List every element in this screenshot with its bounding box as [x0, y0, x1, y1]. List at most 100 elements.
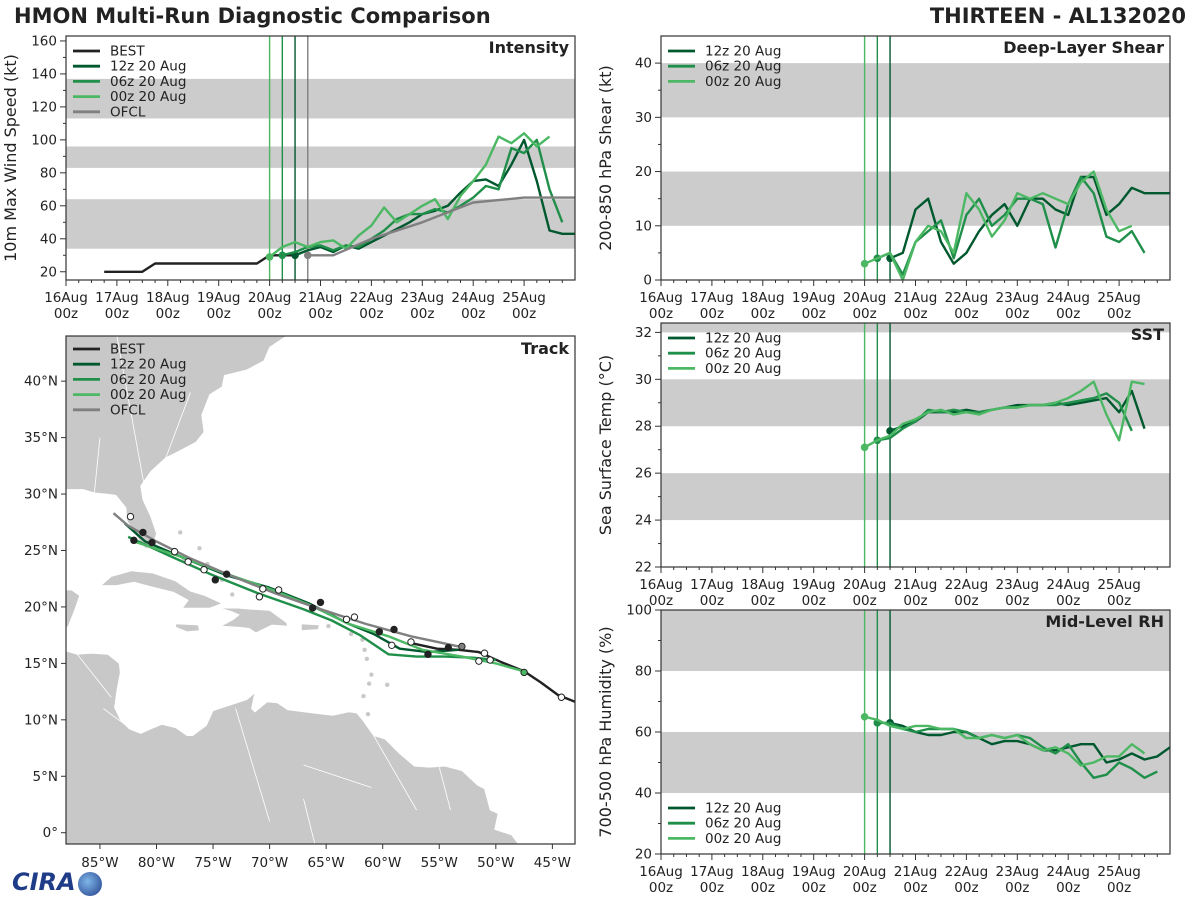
- rh-xtick-sublabel: 00z: [954, 880, 978, 896]
- intensity-ytick-label: 80: [40, 165, 57, 181]
- track-position-marker: [139, 528, 147, 537]
- track-legend-entry: OFCL: [110, 402, 146, 418]
- track-position-marker: [255, 593, 264, 601]
- rh-xtick-label: 19Aug: [792, 864, 836, 880]
- track-position-marker: [316, 598, 325, 607]
- intensity-plot-area: [66, 36, 575, 280]
- track-xtick-label: 75°W: [194, 855, 231, 871]
- track-position-marker: [222, 570, 231, 578]
- sst-xtick-sublabel: 00z: [1107, 593, 1131, 609]
- intensity-threshold-band: [66, 78, 575, 119]
- intensity-threshold-band: [66, 199, 575, 249]
- intensity-xtick-sublabel: 00z: [410, 306, 434, 322]
- track-position-marker: [211, 576, 220, 584]
- island-land: [365, 711, 371, 717]
- rh-legend-entry: 00z 20 Aug: [705, 831, 781, 847]
- rh-ytick-label: 80: [635, 664, 652, 680]
- shear-xtick-label: 20Aug: [843, 290, 887, 306]
- shear-xtick-sublabel: 00z: [802, 306, 826, 322]
- track-position-marker: [130, 536, 138, 545]
- intensity-xtick-sublabel: 00z: [359, 306, 383, 322]
- shear-xtick-label: 23Aug: [996, 290, 1040, 306]
- intensity-xtick-label: 24Aug: [451, 290, 495, 306]
- shear-xtick-sublabel: 00z: [852, 306, 876, 322]
- shear-title: Deep-Layer Shear: [1003, 38, 1164, 57]
- intensity-series-best: [104, 254, 296, 273]
- shear-legend-entry: 06z 20 Aug: [705, 59, 781, 75]
- shear-ylabel: 200-850 hPa Shear (kt): [596, 65, 615, 251]
- track-position-marker: [200, 565, 208, 574]
- track-position-marker: [458, 642, 466, 651]
- shear-xtick-sublabel: 00z: [649, 306, 673, 322]
- border-line: [88, 437, 101, 551]
- rh-xtick-label: 25Aug: [1097, 864, 1141, 880]
- intensity-xtick-sublabel: 00z: [105, 306, 129, 322]
- shear-xtick-label: 21Aug: [894, 290, 938, 306]
- sst-threshold-band: [661, 323, 1170, 333]
- track-position-marker: [557, 693, 566, 701]
- rh-plot-area: [661, 610, 1170, 854]
- island-land: [325, 623, 332, 629]
- track-position-marker: [486, 656, 494, 664]
- track-position-marker: [259, 585, 267, 593]
- sst-xtick-label: 18Aug: [741, 577, 785, 593]
- intensity-xtick-sublabel: 00z: [512, 306, 536, 322]
- intensity-xtick-sublabel: 00z: [257, 306, 281, 322]
- track-series-best: [410, 641, 575, 703]
- intensity-xtick-sublabel: 00z: [461, 306, 485, 322]
- sst-xtick-label: 25Aug: [1097, 577, 1141, 593]
- sst-xtick-sublabel: 00z: [903, 593, 927, 609]
- intensity-ytick-label: 60: [40, 198, 57, 214]
- intensity-xtick-sublabel: 00z: [308, 306, 332, 322]
- shear-series-run00: [864, 170, 1133, 280]
- sst-xtick-sublabel: 00z: [802, 593, 826, 609]
- hispaniola-land: [219, 607, 289, 634]
- intensity-legend-entry: 12z 20 Aug: [110, 59, 186, 75]
- rh-ylabel: 700-500 hPa Humidity (%): [596, 626, 615, 837]
- track-legend-entry: BEST: [110, 342, 145, 358]
- page-title: HMON Multi-Run Diagnostic Comparison: [14, 4, 491, 28]
- track-position-marker: [148, 538, 156, 547]
- rh-xtick-label: 18Aug: [741, 864, 785, 880]
- border-line: [438, 767, 451, 811]
- sst-xtick-label: 20Aug: [843, 577, 887, 593]
- track-ytick-label: 15°N: [24, 656, 58, 672]
- sst-ytick-label: 22: [635, 560, 652, 576]
- rh-threshold-band: [661, 610, 1170, 671]
- track-ytick-label: 0°: [43, 825, 58, 841]
- intensity-xtick-label: 22Aug: [350, 290, 394, 306]
- track-ytick-label: 25°N: [24, 543, 58, 559]
- track-xtick-label: 55°W: [421, 855, 458, 871]
- track-legend-entry: 12z 20 Aug: [110, 357, 186, 373]
- rh-threshold-band: [661, 732, 1170, 793]
- track-position-marker: [390, 625, 398, 634]
- shear-legend-entry: 12z 20 Aug: [705, 44, 781, 60]
- shear-ytick-label: 20: [635, 164, 652, 180]
- border-line: [235, 708, 270, 822]
- track-ytick-label: 30°N: [24, 487, 58, 503]
- sst-legend-entry: 00z 20 Aug: [705, 361, 781, 377]
- track-position-marker: [308, 604, 317, 612]
- island-land: [366, 681, 372, 687]
- sst-ytick-label: 24: [635, 513, 652, 529]
- shear-panel: 01020304016Aug00z17Aug00z18Aug00z19Aug00…: [596, 35, 1171, 322]
- rh-ytick-label: 40: [635, 786, 652, 802]
- intensity-title: Intensity: [489, 38, 570, 57]
- intensity-ytick-label: 160: [31, 33, 57, 49]
- rh-xtick-sublabel: 00z: [1107, 880, 1131, 896]
- rh-series-run00: [864, 715, 1146, 767]
- shear-xtick-label: 17Aug: [690, 290, 734, 306]
- rh-xtick-sublabel: 00z: [852, 880, 876, 896]
- intensity-ytick-label: 100: [31, 132, 57, 148]
- track-xtick-label: 85°W: [81, 855, 118, 871]
- shear-xtick-label: 24Aug: [1046, 290, 1090, 306]
- cuba-land: [100, 570, 224, 609]
- sst-xtick-label: 17Aug: [690, 577, 734, 593]
- sst-plot-area: [661, 323, 1170, 567]
- intensity-xtick-sublabel: 00z: [156, 306, 180, 322]
- track-panel: 85°W 80°W 75°W 70°W 65°W 60°W 55°W 50°W 45°W 0° 5°…: [24, 335, 576, 871]
- sst-legend-entry: 12z 20 Aug: [705, 331, 781, 347]
- island-land: [384, 682, 390, 688]
- yucatan-land: [66, 589, 81, 629]
- rh-legend-entry: 06z 20 Aug: [705, 816, 781, 832]
